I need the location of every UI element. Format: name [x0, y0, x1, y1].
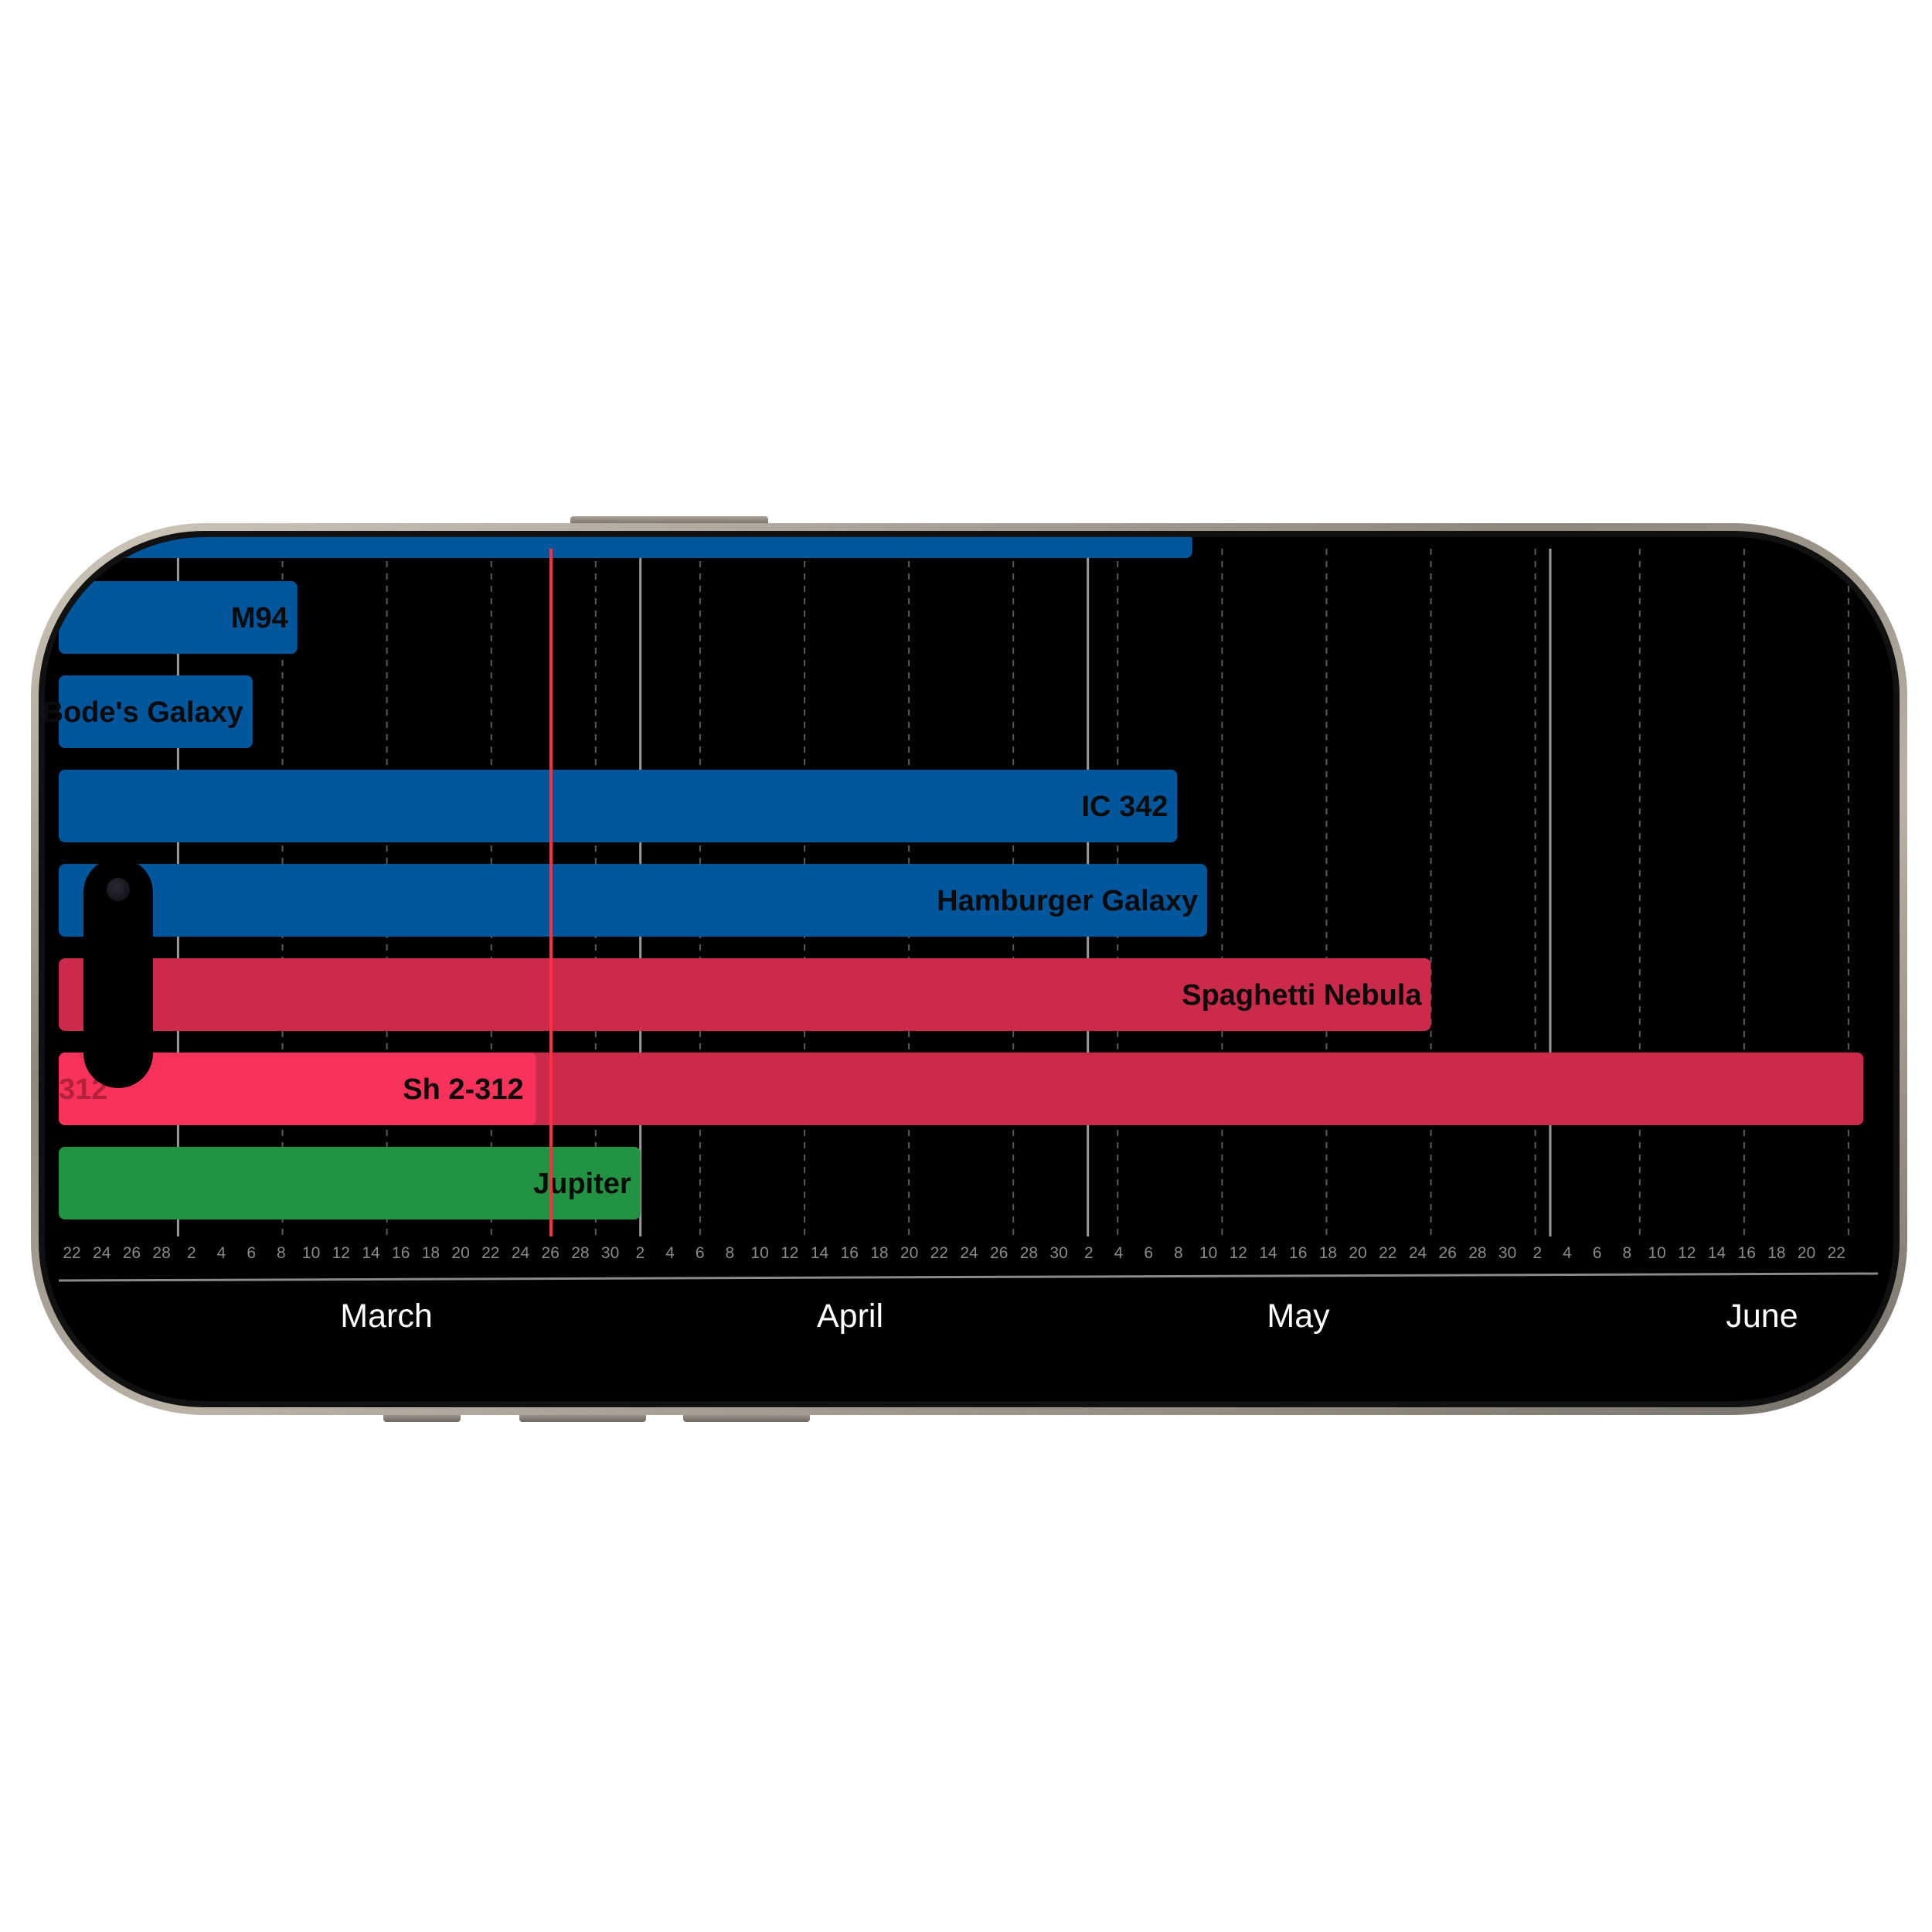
day-tick-label: 22 — [930, 1244, 948, 1262]
day-tick-label: 26 — [1439, 1244, 1457, 1262]
day-tick-label: 26 — [542, 1244, 560, 1262]
day-tick-label: 2 — [1532, 1244, 1542, 1262]
day-tick-label: 26 — [990, 1244, 1008, 1262]
gantt-bar-top-partial — [59, 537, 1192, 558]
dynamic-island — [83, 858, 153, 1088]
day-tick-label: 24 — [960, 1244, 978, 1262]
day-tick-label: 6 — [696, 1244, 705, 1262]
gantt-bar-label: M94 — [231, 602, 288, 634]
day-tick-label: 22 — [63, 1244, 80, 1262]
day-tick-label: 4 — [665, 1244, 675, 1262]
day-tick-label: 16 — [1738, 1244, 1756, 1262]
day-tick-label: 28 — [1468, 1244, 1486, 1262]
day-tick-label: 10 — [1648, 1244, 1665, 1262]
day-tick-label: 26 — [123, 1244, 141, 1262]
day-tick-label: 22 — [1828, 1244, 1845, 1262]
day-tick-label: 6 — [1144, 1244, 1153, 1262]
day-tick-label: 4 — [1114, 1244, 1124, 1262]
day-tick-label: 22 — [481, 1244, 499, 1262]
day-tick-label: 14 — [811, 1244, 829, 1262]
day-tick-label: 6 — [247, 1244, 256, 1262]
day-tick-label: 24 — [1409, 1244, 1427, 1262]
day-tick-label: 8 — [726, 1244, 735, 1262]
gantt-bar — [59, 581, 298, 654]
volume-down-button[interactable] — [383, 1413, 461, 1422]
gantt-bar-label: IC 342 — [1082, 791, 1168, 823]
month-label: May — [1267, 1298, 1330, 1335]
day-tick-label: 14 — [1259, 1244, 1277, 1262]
day-tick-label: 12 — [781, 1244, 798, 1262]
day-tick-label: 28 — [571, 1244, 589, 1262]
day-tick-label: 16 — [841, 1244, 859, 1262]
day-tick-label: 2 — [1084, 1244, 1094, 1262]
day-tick-label: 10 — [750, 1244, 768, 1262]
gantt-bar-label: Hamburger Galaxy — [937, 885, 1198, 917]
day-tick-label: 12 — [332, 1244, 350, 1262]
gantt-bar-label: Bode's Galaxy — [45, 696, 243, 729]
day-tick-label: 20 — [900, 1244, 918, 1262]
day-tick-label: 20 — [1349, 1244, 1366, 1262]
day-tick-label: 18 — [1767, 1244, 1785, 1262]
day-tick-label: 2 — [635, 1244, 645, 1262]
day-tick-label: 16 — [1289, 1244, 1307, 1262]
day-tick-label: 20 — [1798, 1244, 1815, 1262]
day-tick-label: 22 — [1379, 1244, 1396, 1262]
time-axis-line — [58, 1272, 1879, 1282]
month-label: March — [340, 1298, 432, 1335]
day-tick-label: 24 — [512, 1244, 530, 1262]
power-button[interactable] — [683, 1413, 810, 1422]
day-tick-label: 8 — [1623, 1244, 1632, 1262]
gantt-bar — [59, 770, 1178, 842]
gantt-bar-highlight — [59, 1053, 536, 1125]
day-tick-label: 28 — [152, 1244, 170, 1262]
front-camera-icon — [107, 878, 130, 901]
gantt-bar — [59, 958, 1431, 1031]
day-tick-label: 18 — [422, 1244, 440, 1262]
gantt-bar-label: Jupiter — [533, 1168, 631, 1200]
day-tick-label: 20 — [451, 1244, 469, 1262]
day-tick-label: 16 — [392, 1244, 410, 1262]
day-tick-label: 14 — [362, 1244, 380, 1262]
day-tick-label: 30 — [601, 1244, 619, 1262]
gantt-bar-label: Spaghetti Nebula — [1182, 979, 1422, 1012]
day-tick-label: 24 — [93, 1244, 111, 1262]
volume-up-button[interactable] — [519, 1413, 646, 1422]
day-tick-label: 10 — [1199, 1244, 1217, 1262]
timeline-chart: M94 Bode's Galaxy IC 342 Hamburger Galaxy Sp… — [45, 537, 1879, 1335]
month-label: April — [817, 1298, 883, 1335]
gantt-bar — [59, 675, 253, 748]
day-tick-label: 2 — [187, 1244, 196, 1262]
day-tick-label: 18 — [870, 1244, 888, 1262]
gantt-bar-label: Sh 2-312 — [403, 1073, 523, 1106]
day-tick-label: 6 — [1593, 1244, 1602, 1262]
day-tick-label: 10 — [302, 1244, 320, 1262]
day-tick-label: 28 — [1020, 1244, 1038, 1262]
day-tick-label: 12 — [1678, 1244, 1696, 1262]
day-tick-label: 4 — [217, 1244, 226, 1262]
day-tick-label: 8 — [277, 1244, 286, 1262]
phone-screen: M94 Bode's Galaxy IC 342 Hamburger Galaxy Sp… — [45, 537, 1893, 1401]
day-tick-label: 18 — [1319, 1244, 1337, 1262]
gantt-bar — [59, 864, 1208, 937]
gantt-bar — [59, 1147, 641, 1219]
day-tick-label: 14 — [1708, 1244, 1726, 1262]
day-tick-label: 30 — [1498, 1244, 1516, 1262]
day-tick-label: 30 — [1049, 1244, 1067, 1262]
month-label: June — [1726, 1298, 1798, 1335]
day-tick-label: 4 — [1563, 1244, 1572, 1262]
day-tick-label: 12 — [1230, 1244, 1247, 1262]
day-tick-label: 8 — [1174, 1244, 1183, 1262]
